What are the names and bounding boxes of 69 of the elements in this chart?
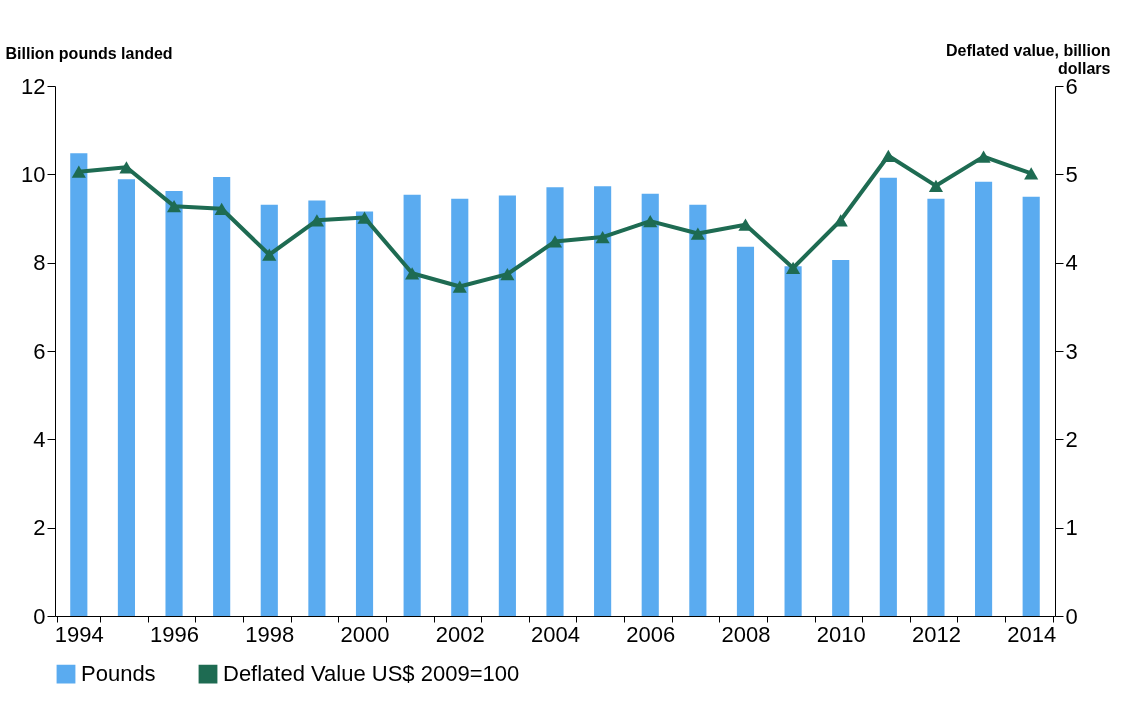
y2-tick-label: 4 (1065, 250, 1078, 276)
x-tick-label: 2010 (816, 621, 866, 647)
bar (213, 176, 231, 616)
bar (117, 179, 135, 616)
x-tick-label: 1998 (245, 621, 295, 647)
legend-label: Deflated Value US$ 2009=100 (223, 661, 520, 687)
point (71, 165, 86, 178)
bar (594, 186, 612, 616)
bar (832, 260, 850, 616)
y2-tick-label: 2 (1065, 426, 1078, 452)
y-tick-label: 8 (33, 250, 46, 276)
x-tick-label: 2004 (531, 621, 580, 647)
bar (260, 204, 278, 616)
y-tick-label: 10 (21, 161, 46, 187)
y2-tick-label: 3 (1065, 338, 1078, 364)
bar (403, 194, 421, 616)
y2-tick-label: 1 (1065, 515, 1078, 541)
x-tick-label: 2002 (435, 621, 485, 647)
bar (927, 198, 945, 616)
x-tick-label: 2014 (1007, 621, 1057, 647)
point (928, 179, 944, 192)
y-tick-label: 6 (33, 338, 46, 364)
x-tick-label: 2006 (626, 621, 676, 647)
point (405, 267, 420, 280)
bar (879, 177, 897, 616)
y-tick-label: 12 (21, 73, 46, 99)
point (690, 227, 705, 240)
x-tick-label: 2008 (721, 621, 771, 647)
point (262, 248, 277, 261)
point (547, 235, 563, 248)
y-axis-title: Billion pounds landed (5, 44, 173, 62)
point (119, 161, 134, 174)
y2-tick-label: 0 (1065, 603, 1078, 629)
x-tick-label: 2012 (911, 621, 961, 647)
point (833, 214, 848, 227)
bar (784, 266, 802, 616)
point (595, 230, 610, 244)
bar (546, 187, 564, 616)
bar (975, 181, 993, 616)
bar (641, 193, 659, 616)
x-tick-label: 1994 (54, 621, 104, 647)
bar (498, 195, 516, 616)
bar (1022, 196, 1040, 616)
point (976, 150, 991, 163)
x-tick-label: 1996 (150, 621, 200, 647)
bar (70, 153, 88, 616)
legend-label: Pounds (81, 661, 156, 687)
point (214, 202, 229, 215)
point (166, 200, 182, 213)
point (881, 149, 896, 162)
point (786, 261, 801, 275)
y-tick-label: 0 (33, 603, 46, 629)
point (309, 214, 324, 227)
bar (689, 204, 707, 616)
bar (451, 198, 469, 616)
point (357, 211, 372, 224)
bar (165, 191, 183, 616)
bar (736, 246, 755, 616)
y-tick-label: 2 (33, 515, 46, 541)
point (1024, 167, 1039, 180)
point (738, 218, 753, 231)
x-tick-label: 2000 (340, 621, 390, 647)
point (500, 268, 515, 281)
bar (355, 211, 374, 616)
point (452, 280, 467, 293)
y2-tick-label: 5 (1065, 161, 1078, 187)
y-tick-label: 4 (33, 426, 46, 452)
point (643, 215, 658, 228)
bar (308, 200, 326, 616)
